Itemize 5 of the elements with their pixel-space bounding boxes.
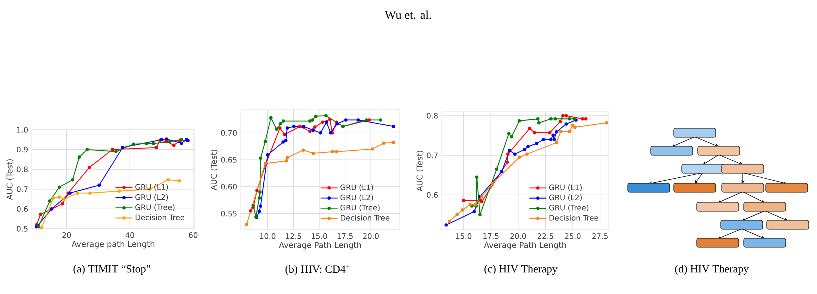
text: Wu et. al.	[385, 10, 432, 20]
text: (d) HIV Therapy	[675, 265, 750, 275]
text: (c) HIV Therapy	[484, 265, 558, 275]
text: (a) TIMIT “Stop"	[74, 265, 150, 275]
text: (b) HIV: CD4$^{+}$	[286, 264, 350, 276]
